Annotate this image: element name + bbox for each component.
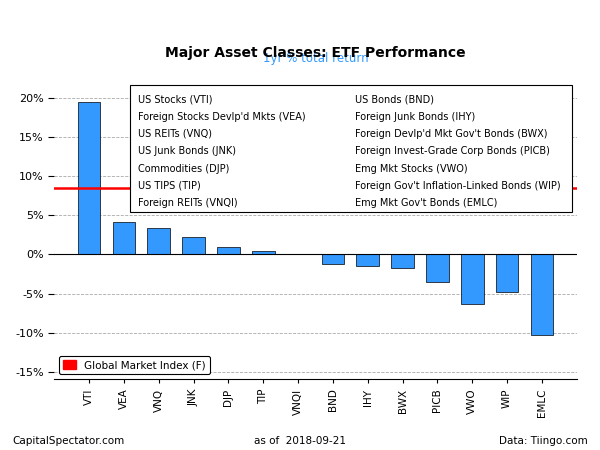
Bar xyxy=(461,254,484,304)
Text: Emg Mkt Stocks (VWO): Emg Mkt Stocks (VWO) xyxy=(355,163,467,174)
Bar xyxy=(78,102,100,254)
Text: US Junk Bonds (JNK): US Junk Bonds (JNK) xyxy=(138,146,236,156)
Bar xyxy=(182,237,205,254)
Bar xyxy=(530,254,553,335)
Bar xyxy=(322,254,344,264)
Text: Foreign Devlp'd Mkt Gov't Bonds (BWX): Foreign Devlp'd Mkt Gov't Bonds (BWX) xyxy=(355,129,547,139)
Text: US Stocks (VTI): US Stocks (VTI) xyxy=(138,94,212,104)
Bar xyxy=(217,248,240,254)
Text: US Bonds (BND): US Bonds (BND) xyxy=(355,94,434,104)
Bar xyxy=(426,254,449,282)
Text: US REITs (VNQ): US REITs (VNQ) xyxy=(138,129,212,139)
Text: as of  2018-09-21: as of 2018-09-21 xyxy=(254,436,346,446)
Text: CapitalSpectator.com: CapitalSpectator.com xyxy=(12,436,124,446)
Text: Data: Tiingo.com: Data: Tiingo.com xyxy=(499,436,588,446)
Text: Foreign REITs (VNQI): Foreign REITs (VNQI) xyxy=(138,198,238,208)
Bar xyxy=(496,254,518,292)
Bar xyxy=(130,86,572,212)
Text: Commodities (DJP): Commodities (DJP) xyxy=(138,163,229,174)
Title: Major Asset Classes: ETF Performance: Major Asset Classes: ETF Performance xyxy=(165,46,466,60)
Text: Foreign Invest-Grade Corp Bonds (PICB): Foreign Invest-Grade Corp Bonds (PICB) xyxy=(355,146,550,156)
Bar xyxy=(252,251,275,254)
Bar xyxy=(391,254,414,269)
Text: 1yr % total return: 1yr % total return xyxy=(263,52,368,65)
Bar xyxy=(113,222,135,254)
Text: Foreign Stocks Devlp'd Mkts (VEA): Foreign Stocks Devlp'd Mkts (VEA) xyxy=(138,112,305,122)
Bar xyxy=(148,228,170,254)
Bar xyxy=(356,254,379,266)
Text: US TIPS (TIP): US TIPS (TIP) xyxy=(138,181,200,191)
Text: Emg Mkt Gov't Bonds (EMLC): Emg Mkt Gov't Bonds (EMLC) xyxy=(355,198,497,208)
Text: Foreign Gov't Inflation-Linked Bonds (WIP): Foreign Gov't Inflation-Linked Bonds (WI… xyxy=(355,181,560,191)
Text: Foreign Junk Bonds (IHY): Foreign Junk Bonds (IHY) xyxy=(355,112,475,122)
Legend: Global Market Index (F): Global Market Index (F) xyxy=(59,356,210,374)
